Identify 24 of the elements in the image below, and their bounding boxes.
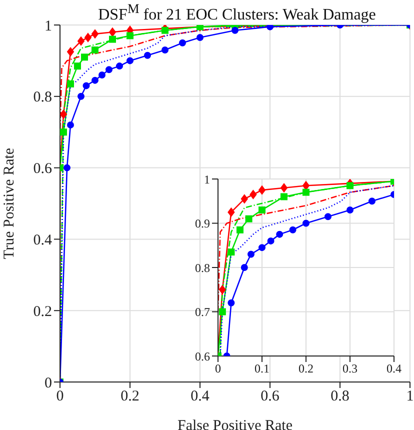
x-axis-title: False Positive Rate <box>178 418 293 430</box>
y-tick-label: 1 <box>44 18 52 34</box>
y-tick-label: 0.9 <box>195 216 210 231</box>
x-tick-label: 0 <box>56 388 64 405</box>
y-tick-label: 0.8 <box>33 90 52 106</box>
y-tick-label: 0.4 <box>33 232 52 249</box>
x-tick-label: 0 <box>215 362 221 376</box>
y-tick-label: 0.7 <box>195 305 210 320</box>
x-tick-label: 0.4 <box>386 362 402 376</box>
y-tick-label: 0.8 <box>195 260 210 275</box>
x-tick-label: 0.3 <box>342 362 358 376</box>
x-tick-label: 0.2 <box>298 362 314 376</box>
x-tick-label: 0.1 <box>254 362 270 376</box>
x-tick-label: 1 <box>406 388 414 405</box>
y-tick-label: 0 <box>44 375 52 392</box>
chart-title: DSF$^{M}$ for 21 EOC Clusters: Weak Damage <box>97 1 377 24</box>
x-tick-label: 0.6 <box>260 388 280 405</box>
x-tick-label: 0.2 <box>120 388 140 405</box>
y-axis-title: True Positive Rate <box>1 148 18 260</box>
x-tick-label: 0.8 <box>330 388 350 405</box>
y-tick-label: 1 <box>204 172 210 186</box>
y-tick-label: 0.2 <box>33 304 52 320</box>
y-tick-label: 0.6 <box>33 161 52 178</box>
y-tick-label: 0.6 <box>195 349 210 364</box>
